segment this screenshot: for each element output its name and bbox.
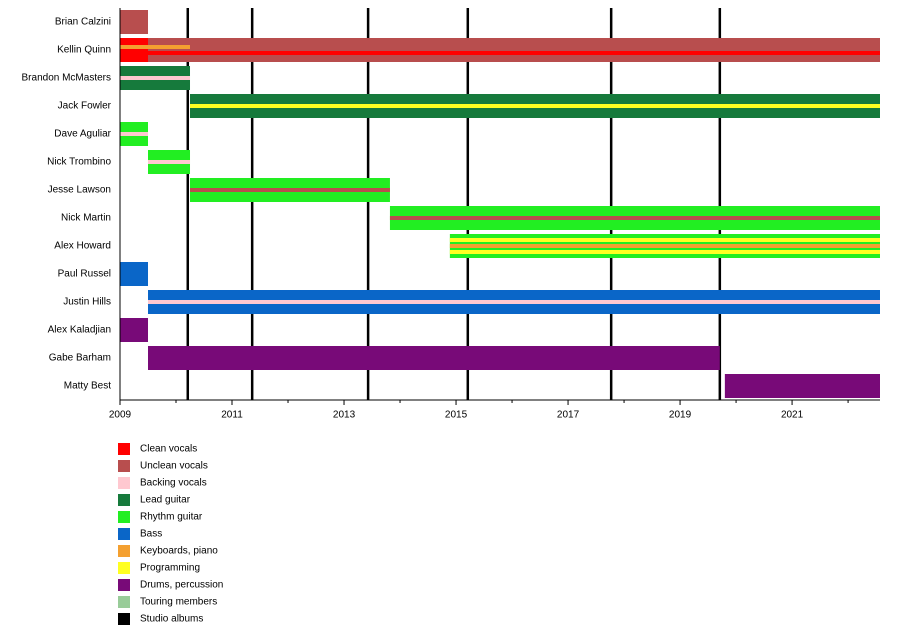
x-tick-label: 2013	[333, 410, 356, 421]
legend-label: Lead guitar	[140, 495, 191, 506]
role-stripe	[148, 51, 881, 55]
legend-swatch	[118, 477, 130, 489]
role-stripe	[449, 244, 880, 248]
legend-label: Backing vocals	[140, 478, 207, 489]
member-label: Dave Aguliar	[54, 129, 111, 140]
member-label: Nick Trombino	[47, 157, 111, 168]
legend-label: Studio albums	[140, 614, 203, 625]
member-label: Kellin Quinn	[57, 45, 111, 56]
legend-label: Clean vocals	[140, 444, 197, 455]
member-label: Brian Calzini	[55, 17, 111, 28]
role-stripe	[120, 45, 191, 49]
member-label: Nick Martin	[61, 213, 111, 224]
legend-swatch	[118, 511, 130, 523]
legend-label: Drums, percussion	[140, 580, 223, 591]
role-stripe	[190, 104, 880, 108]
role-stripe	[148, 160, 191, 164]
member-bar	[120, 318, 149, 342]
legend-swatch	[118, 528, 130, 540]
member-label: Jack Fowler	[58, 101, 112, 112]
member-label: Gabe Barham	[49, 353, 111, 364]
member-bar	[120, 262, 149, 286]
x-tick-label: 2017	[557, 410, 580, 421]
legend-label: Rhythm guitar	[140, 512, 203, 523]
role-stripe	[120, 132, 149, 136]
role-stripe	[449, 250, 880, 254]
legend-swatch	[118, 562, 130, 574]
member-bar	[148, 346, 720, 370]
legend-label: Programming	[140, 563, 200, 574]
legend-label: Touring members	[140, 597, 217, 608]
member-label: Paul Russel	[58, 269, 111, 280]
member-bar	[724, 374, 880, 398]
legend-label: Keyboards, piano	[140, 546, 218, 557]
legend-swatch	[118, 460, 130, 472]
legend-swatch	[118, 494, 130, 506]
role-stripe	[449, 238, 880, 242]
legend-swatch	[118, 443, 130, 455]
x-tick-label: 2015	[445, 410, 468, 421]
role-stripe	[148, 300, 881, 304]
member-label: Justin Hills	[63, 297, 111, 308]
legend-swatch	[118, 545, 130, 557]
legend-label: Bass	[140, 529, 162, 540]
member-label: Alex Kaladjian	[48, 325, 111, 336]
x-tick-label: 2021	[781, 410, 804, 421]
member-label: Alex Howard	[54, 241, 111, 252]
role-stripe	[190, 188, 390, 192]
role-stripe	[120, 76, 191, 80]
x-tick-label: 2011	[221, 410, 243, 421]
x-tick-label: 2019	[669, 410, 692, 421]
x-tick-label: 2009	[109, 410, 132, 421]
legend-label: Unclean vocals	[140, 461, 208, 472]
member-label: Jesse Lawson	[48, 185, 111, 196]
legend-swatch	[118, 596, 130, 608]
member-bar	[148, 38, 881, 62]
member-bar	[120, 10, 149, 34]
member-bar	[120, 38, 149, 62]
member-label: Matty Best	[64, 381, 111, 392]
legend-swatch	[118, 613, 130, 625]
member-label: Brandon McMasters	[22, 73, 111, 84]
legend-swatch	[118, 579, 130, 591]
role-stripe	[389, 216, 880, 220]
